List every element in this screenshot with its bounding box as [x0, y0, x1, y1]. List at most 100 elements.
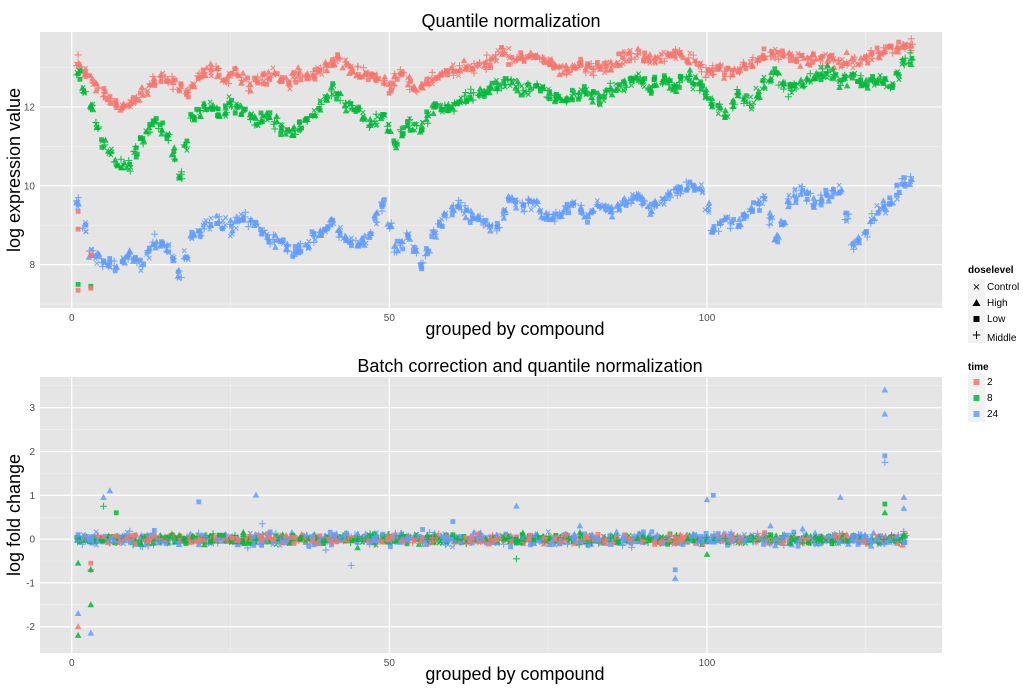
data-point [94, 249, 101, 256]
data-point [641, 84, 647, 90]
data-point [252, 540, 258, 545]
data-point [501, 80, 507, 86]
data-point [127, 539, 133, 544]
data-point [578, 209, 586, 217]
data-point [178, 82, 184, 88]
data-point [722, 111, 730, 119]
data-point [680, 55, 686, 61]
data-point [144, 251, 150, 257]
data-point [483, 217, 489, 223]
data-point [433, 230, 439, 236]
data-point [790, 191, 798, 198]
data-point [456, 73, 462, 79]
data-point [884, 44, 890, 50]
data-point [824, 193, 830, 198]
control-x-icon: × [972, 282, 980, 293]
data-point [124, 529, 130, 535]
data-point [291, 541, 297, 546]
data-point [686, 70, 694, 77]
data-point [699, 187, 705, 193]
data-point [456, 62, 464, 70]
data-point [406, 235, 414, 242]
data-point [293, 79, 299, 85]
data-point [160, 120, 166, 126]
data-point [636, 51, 642, 57]
data-point [445, 72, 450, 78]
data-point [509, 539, 515, 544]
data-point [829, 194, 835, 200]
data-point [715, 63, 721, 69]
data-point [817, 55, 823, 61]
data-point [331, 221, 337, 227]
data-point [627, 199, 635, 207]
data-point [797, 183, 804, 189]
data-point [552, 211, 558, 217]
data-point [582, 87, 588, 93]
data-point [869, 50, 875, 56]
data-point [673, 191, 681, 199]
data-point [386, 90, 392, 96]
data-point [75, 532, 81, 538]
data-point [329, 217, 335, 223]
y-tick-label: 12 [24, 102, 36, 113]
data-point [839, 77, 844, 83]
data-point [812, 200, 818, 206]
data-point [405, 119, 410, 125]
data-point [93, 529, 99, 535]
data-point [506, 55, 512, 61]
data-point [647, 537, 653, 542]
data-point [152, 83, 158, 88]
data-point [393, 248, 401, 256]
data-point [75, 209, 81, 214]
data-point [709, 71, 717, 79]
data-point [502, 206, 508, 212]
data-point [184, 88, 190, 94]
data-point [405, 232, 411, 238]
data-point [661, 57, 669, 65]
data-point [247, 87, 254, 94]
data-point [829, 538, 835, 544]
data-point [94, 84, 102, 92]
data-point [689, 51, 697, 59]
data-point [215, 213, 223, 221]
data-point [507, 82, 513, 89]
data-point [130, 98, 138, 105]
data-point [310, 238, 318, 246]
data-point [768, 69, 775, 76]
data-point [335, 91, 341, 97]
data-point [347, 238, 355, 245]
data-point [391, 138, 397, 144]
data-point [278, 132, 284, 138]
data-point [335, 54, 343, 62]
data-point [404, 81, 412, 88]
data-point [843, 61, 848, 66]
data-point [525, 54, 531, 60]
data-point [287, 86, 293, 92]
data-point [874, 45, 880, 51]
data-point [448, 535, 456, 542]
data-point [512, 204, 520, 211]
data-point [354, 63, 362, 71]
data-point [247, 80, 253, 86]
data-point [677, 85, 682, 90]
top-y-tick-labels: 8 10 12 [24, 102, 36, 271]
data-point [123, 164, 131, 171]
data-point [788, 51, 794, 57]
data-point [608, 213, 616, 220]
data-point [164, 133, 170, 138]
data-point [906, 58, 914, 66]
data-point [242, 106, 248, 112]
data-point [380, 531, 386, 537]
data-point [263, 113, 271, 121]
data-point [232, 213, 240, 221]
data-point [729, 96, 737, 103]
data-point [295, 241, 302, 248]
data-point [585, 219, 590, 225]
data-point [649, 201, 654, 207]
data-point [405, 537, 411, 543]
data-point [888, 43, 893, 49]
data-point [397, 529, 405, 536]
data-point [903, 42, 908, 48]
data-point [798, 52, 805, 58]
data-point [441, 533, 449, 541]
